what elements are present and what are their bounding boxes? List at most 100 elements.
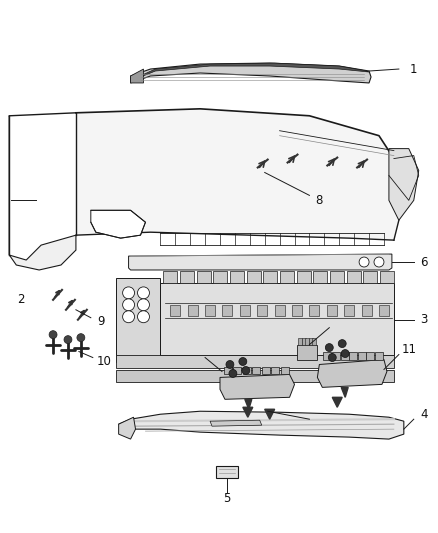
- Polygon shape: [362, 305, 371, 316]
- Polygon shape: [312, 337, 316, 345]
- Polygon shape: [210, 420, 262, 426]
- Text: 10: 10: [96, 355, 111, 368]
- Polygon shape: [243, 367, 251, 375]
- Polygon shape: [346, 271, 360, 283]
- Polygon shape: [341, 387, 348, 397]
- Polygon shape: [271, 367, 279, 375]
- Polygon shape: [292, 305, 302, 316]
- Polygon shape: [281, 367, 289, 375]
- Circle shape: [239, 358, 247, 366]
- Circle shape: [123, 299, 134, 311]
- Polygon shape: [327, 305, 337, 316]
- Polygon shape: [245, 399, 252, 409]
- Polygon shape: [224, 367, 232, 375]
- Polygon shape: [298, 337, 303, 345]
- Polygon shape: [379, 305, 389, 316]
- Circle shape: [328, 353, 336, 361]
- Polygon shape: [180, 271, 194, 283]
- Polygon shape: [188, 305, 198, 316]
- Text: 11: 11: [401, 343, 416, 356]
- Polygon shape: [305, 337, 309, 345]
- Polygon shape: [116, 278, 160, 362]
- Text: 6: 6: [420, 255, 427, 269]
- Polygon shape: [363, 271, 377, 283]
- Circle shape: [138, 311, 149, 322]
- Polygon shape: [309, 337, 313, 345]
- Polygon shape: [344, 305, 354, 316]
- Polygon shape: [275, 305, 285, 316]
- Circle shape: [123, 311, 134, 322]
- Polygon shape: [233, 367, 241, 375]
- Polygon shape: [197, 271, 211, 283]
- Polygon shape: [313, 271, 327, 283]
- Polygon shape: [163, 271, 177, 283]
- Polygon shape: [223, 305, 233, 316]
- Polygon shape: [330, 271, 344, 283]
- Polygon shape: [323, 352, 331, 360]
- Polygon shape: [131, 69, 144, 83]
- Polygon shape: [318, 360, 387, 387]
- Polygon shape: [302, 337, 306, 345]
- Polygon shape: [367, 352, 374, 360]
- Circle shape: [325, 344, 333, 352]
- Polygon shape: [91, 211, 145, 238]
- Circle shape: [123, 287, 134, 299]
- Polygon shape: [349, 352, 357, 360]
- Polygon shape: [9, 116, 76, 270]
- Text: 8: 8: [316, 194, 323, 207]
- Polygon shape: [243, 407, 253, 417]
- Polygon shape: [341, 352, 349, 360]
- Polygon shape: [135, 63, 369, 79]
- Polygon shape: [375, 352, 383, 360]
- Circle shape: [138, 299, 149, 311]
- Polygon shape: [230, 271, 244, 283]
- Polygon shape: [116, 370, 394, 382]
- Circle shape: [49, 330, 57, 338]
- Text: 9: 9: [97, 315, 105, 328]
- Polygon shape: [389, 149, 419, 220]
- Circle shape: [338, 340, 346, 348]
- Circle shape: [341, 350, 349, 358]
- Polygon shape: [76, 109, 399, 240]
- Circle shape: [359, 257, 369, 267]
- Circle shape: [374, 257, 384, 267]
- Polygon shape: [280, 271, 294, 283]
- Polygon shape: [263, 271, 277, 283]
- Polygon shape: [265, 409, 275, 419]
- Polygon shape: [116, 354, 394, 368]
- Polygon shape: [297, 345, 318, 360]
- Polygon shape: [170, 305, 180, 316]
- Text: 1: 1: [410, 62, 417, 76]
- Text: 11: 11: [187, 345, 203, 358]
- Polygon shape: [119, 411, 404, 439]
- Polygon shape: [216, 466, 238, 478]
- Circle shape: [226, 360, 234, 368]
- Polygon shape: [309, 305, 319, 316]
- Polygon shape: [131, 63, 371, 83]
- Text: 3: 3: [420, 313, 427, 326]
- Text: 5: 5: [223, 492, 231, 505]
- Text: 2: 2: [18, 293, 25, 306]
- Polygon shape: [297, 271, 311, 283]
- Text: 7: 7: [336, 315, 343, 328]
- Polygon shape: [240, 305, 250, 316]
- Circle shape: [138, 287, 149, 299]
- Polygon shape: [160, 283, 394, 354]
- Circle shape: [229, 369, 237, 377]
- Polygon shape: [332, 352, 340, 360]
- Polygon shape: [119, 417, 135, 439]
- Polygon shape: [257, 305, 267, 316]
- Text: 4: 4: [420, 408, 427, 421]
- Circle shape: [64, 336, 72, 344]
- Polygon shape: [252, 367, 260, 375]
- Polygon shape: [213, 271, 227, 283]
- Polygon shape: [220, 375, 294, 399]
- Circle shape: [242, 367, 250, 375]
- Polygon shape: [129, 254, 392, 270]
- Polygon shape: [358, 352, 366, 360]
- Polygon shape: [380, 271, 394, 283]
- Polygon shape: [332, 397, 342, 407]
- Circle shape: [77, 334, 85, 342]
- Polygon shape: [205, 305, 215, 316]
- Polygon shape: [247, 271, 261, 283]
